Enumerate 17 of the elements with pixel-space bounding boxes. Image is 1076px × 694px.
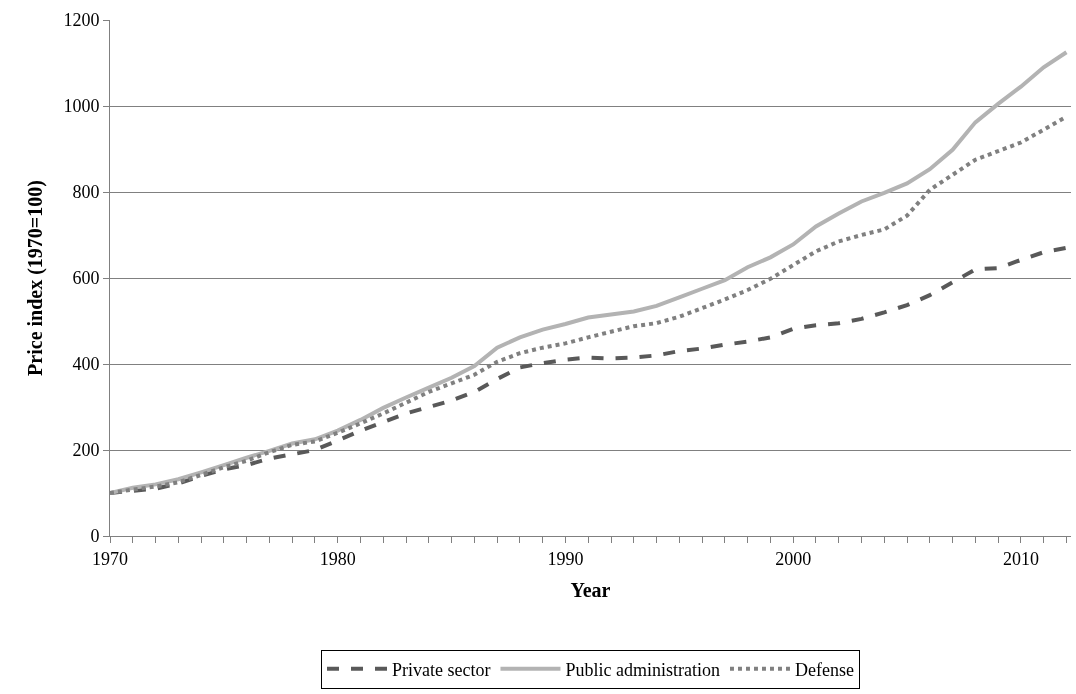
legend-label: Defense xyxy=(794,659,854,680)
y-tick-label: 1000 xyxy=(63,96,100,117)
y-tick-label: 0 xyxy=(90,526,100,547)
y-tick-label: 600 xyxy=(72,268,100,289)
y-tick-label: 200 xyxy=(72,440,100,461)
y-tick-label: 400 xyxy=(72,354,100,375)
x-tick-label: 2010 xyxy=(1002,548,1039,569)
legend-label: Public administration xyxy=(565,659,720,680)
y-axis-title: Price index (1970=100) xyxy=(23,180,47,376)
legend-label: Private sector xyxy=(392,659,491,680)
x-tick-label: 1980 xyxy=(319,548,356,569)
y-tick-label: 1200 xyxy=(63,10,100,31)
x-tick-label: 1970 xyxy=(92,548,128,569)
x-tick-label: 1990 xyxy=(547,548,584,569)
x-axis-title: Year xyxy=(570,579,611,602)
y-tick-label: 800 xyxy=(72,182,100,203)
x-tick-label: 2000 xyxy=(775,548,812,569)
